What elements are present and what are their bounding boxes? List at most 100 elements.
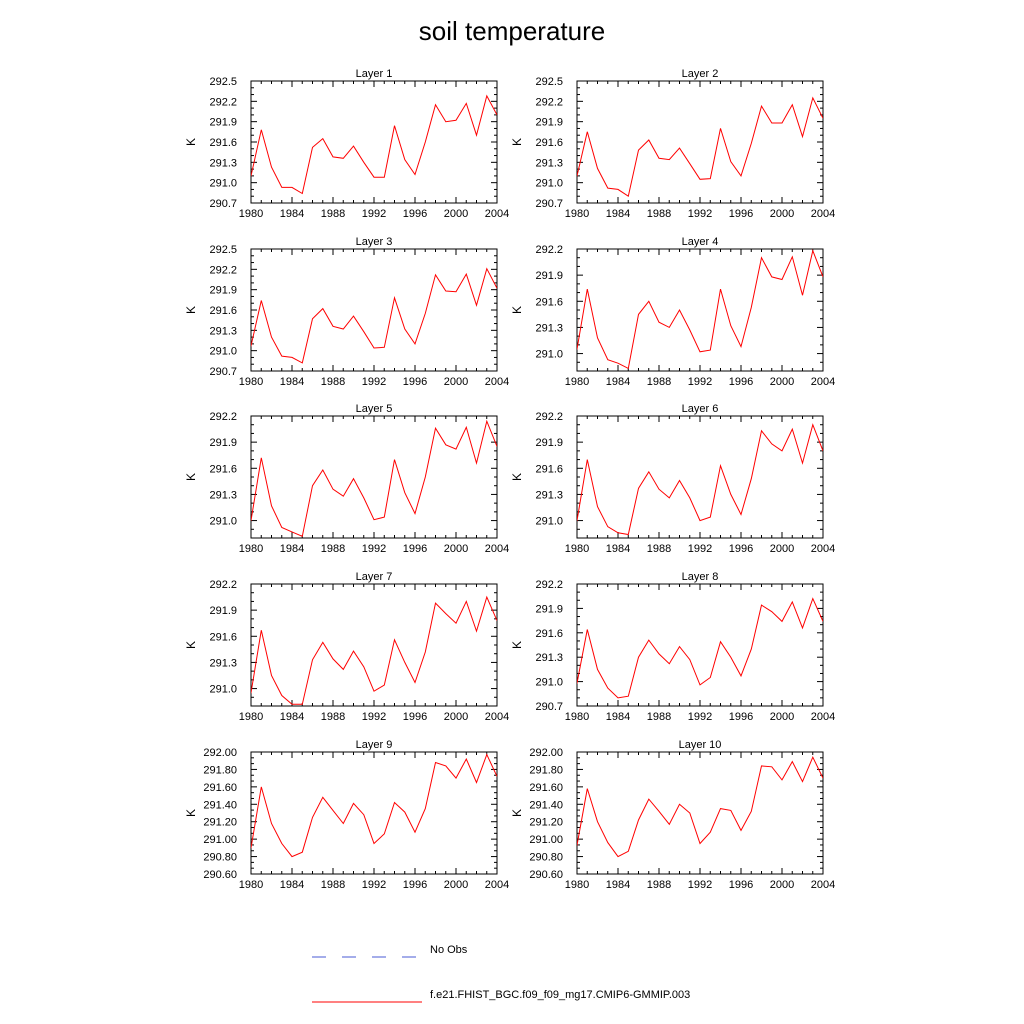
x-tick-label: 1992 <box>688 543 712 555</box>
y-axis-label: K <box>510 306 524 314</box>
y-tick-label: 291.3 <box>535 322 563 334</box>
y-tick-label: 291.3 <box>535 489 563 501</box>
x-tick-label: 1984 <box>606 543 630 555</box>
x-tick-label: 1988 <box>321 543 345 555</box>
plot-frame <box>250 80 498 204</box>
x-tick-label: 2004 <box>485 711 509 723</box>
y-axis-label: K <box>184 138 198 146</box>
x-tick-label: 2004 <box>485 879 509 891</box>
x-tick-label: 1988 <box>647 879 671 891</box>
figure-title: soil temperature <box>419 16 605 46</box>
y-tick-label: 292.2 <box>535 96 563 108</box>
y-tick-label: 291.9 <box>209 605 237 617</box>
y-tick-label: 291.00 <box>203 834 237 846</box>
y-tick-label: 292.2 <box>209 411 237 423</box>
x-tick-label: 1996 <box>403 543 427 555</box>
x-tick-label: 1988 <box>647 376 671 388</box>
y-tick-label: 291.3 <box>209 325 237 337</box>
series-line <box>251 267 497 364</box>
y-tick-label: 291.6 <box>535 463 563 475</box>
y-tick-label: 291.20 <box>529 817 563 829</box>
series-line <box>577 249 823 370</box>
x-tick-label: 1984 <box>606 711 630 723</box>
x-tick-label: 1988 <box>321 711 345 723</box>
x-tick-label: 2000 <box>444 543 468 555</box>
y-tick-label: 292.2 <box>209 579 237 591</box>
x-tick-label: 2004 <box>811 879 835 891</box>
y-tick-label: 290.7 <box>209 366 237 378</box>
y-tick-label: 291.20 <box>203 817 237 829</box>
x-tick-label: 2004 <box>811 208 835 220</box>
y-tick-label: 291.0 <box>535 516 563 528</box>
x-tick-label: 1996 <box>403 879 427 891</box>
y-tick-label: 291.0 <box>209 516 237 528</box>
y-tick-label: 291.3 <box>535 157 563 169</box>
x-tick-label: 2000 <box>444 711 468 723</box>
plot-frame <box>576 248 824 372</box>
y-tick-label: 291.3 <box>209 489 237 501</box>
x-tick-label: 1980 <box>565 711 589 723</box>
y-tick-label: 291.9 <box>209 285 237 297</box>
x-tick-label: 2004 <box>485 208 509 220</box>
panel-title: Layer 4 <box>682 236 719 248</box>
x-tick-label: 1984 <box>606 879 630 891</box>
plot-frame <box>576 751 824 875</box>
y-tick-label: 291.6 <box>209 463 237 475</box>
y-tick-label: 291.0 <box>209 684 237 696</box>
x-tick-label: 1984 <box>280 376 304 388</box>
legend-line-swatch <box>312 1001 422 1003</box>
y-tick-label: 291.6 <box>535 628 563 640</box>
y-tick-label: 292.5 <box>535 76 563 88</box>
x-tick-label: 2000 <box>444 879 468 891</box>
panel-title: Layer 10 <box>679 739 722 751</box>
x-tick-label: 2004 <box>811 543 835 555</box>
panel-9: Layer 9 K 1980 1984 1988 1992 1996 2000 2004 290.… <box>184 739 509 891</box>
y-tick-label: 291.00 <box>529 834 563 846</box>
y-tick-label: 291.0 <box>209 178 237 190</box>
x-tick-label: 2004 <box>811 711 835 723</box>
x-tick-label: 1980 <box>239 711 263 723</box>
x-tick-label: 1996 <box>403 376 427 388</box>
y-tick-label: 291.9 <box>535 117 563 129</box>
panel-grid: Layer 1 K 1980 1984 1988 1992 1996 2000 2004 290.… <box>184 68 835 891</box>
x-tick-label: 1980 <box>239 376 263 388</box>
x-tick-label: 1992 <box>362 543 386 555</box>
y-tick-label: 292.2 <box>535 579 563 591</box>
y-tick-label: 292.2 <box>535 244 563 256</box>
y-tick-label: 291.9 <box>209 117 237 129</box>
x-tick-label: 1988 <box>321 208 345 220</box>
y-tick-label: 291.3 <box>209 157 237 169</box>
panel-title: Layer 8 <box>682 571 719 583</box>
x-tick-label: 1996 <box>403 711 427 723</box>
y-axis-label: K <box>184 641 198 649</box>
x-tick-label: 2000 <box>770 208 794 220</box>
y-tick-label: 291.6 <box>535 137 563 149</box>
series-line <box>251 595 497 705</box>
y-tick-label: 291.3 <box>209 657 237 669</box>
plot-frame <box>576 583 824 707</box>
y-tick-label: 291.9 <box>209 437 237 449</box>
y-tick-label: 291.80 <box>203 764 237 776</box>
y-tick-label: 290.80 <box>529 852 563 864</box>
panel-title: Layer 3 <box>356 236 393 248</box>
legend-label-no-obs: No Obs <box>430 944 468 956</box>
x-tick-label: 1992 <box>362 376 386 388</box>
y-tick-label: 292.00 <box>529 747 563 759</box>
x-tick-label: 1980 <box>565 543 589 555</box>
y-tick-label: 291.0 <box>535 677 563 689</box>
y-tick-label: 292.2 <box>535 411 563 423</box>
y-tick-label: 291.9 <box>535 603 563 615</box>
y-axis-label: K <box>510 473 524 481</box>
panel-7: Layer 7 K 1980 1984 1988 1992 1996 2000 2004 291.… <box>184 571 509 723</box>
legend-dash-swatch <box>312 956 420 958</box>
y-tick-label: 291.6 <box>209 631 237 643</box>
panel-title: Layer 9 <box>356 739 393 751</box>
y-tick-label: 291.60 <box>203 782 237 794</box>
x-tick-label: 1996 <box>403 208 427 220</box>
y-tick-label: 291.9 <box>535 270 563 282</box>
x-tick-label: 1992 <box>362 711 386 723</box>
x-tick-label: 1996 <box>729 376 753 388</box>
panel-title: Layer 1 <box>356 68 393 80</box>
x-tick-label: 2000 <box>770 879 794 891</box>
series-line <box>577 423 823 536</box>
